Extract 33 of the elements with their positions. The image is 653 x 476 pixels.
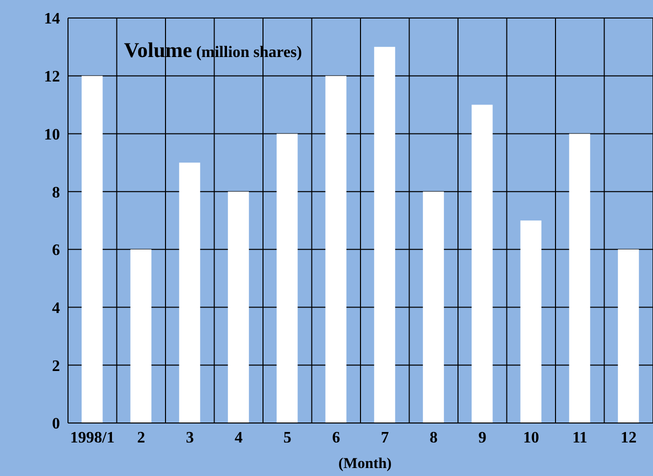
bar [276,134,298,423]
bar [374,46,396,423]
y-tick-label: 4 [52,300,60,317]
y-tick-label: 12 [44,68,60,86]
x-tick-label: 10 [523,429,540,446]
bar [472,104,493,423]
x-tick-label: 2 [137,429,146,446]
x-tick-label: 6 [332,429,340,446]
bar [325,76,346,423]
bar [179,162,200,423]
bar [228,192,249,423]
x-tick-label: 4 [234,429,243,446]
y-tick-label: 2 [52,358,60,375]
y-tick-label: 6 [52,242,60,260]
x-tick-label: 11 [572,429,588,446]
x-tick-label: 9 [478,429,486,446]
x-tick-label: 7 [380,429,389,446]
bar [618,249,639,423]
x-tick-label: 1998/1 [70,429,115,446]
bar [569,134,590,423]
x-tick-label: 12 [620,429,637,446]
bar [520,220,542,423]
y-tick-label: 0 [52,416,60,433]
y-tick-label: 8 [52,184,60,202]
y-tick-label: 14 [44,10,60,28]
bar [422,192,444,423]
x-tick-label: 8 [430,429,438,446]
bar [82,76,103,423]
x-tick-label: 3 [186,429,194,446]
x-tick-label: 5 [283,429,292,446]
y-tick-label: 10 [44,126,60,144]
x-axis-title: (Month) [337,456,393,473]
bar [130,249,152,423]
